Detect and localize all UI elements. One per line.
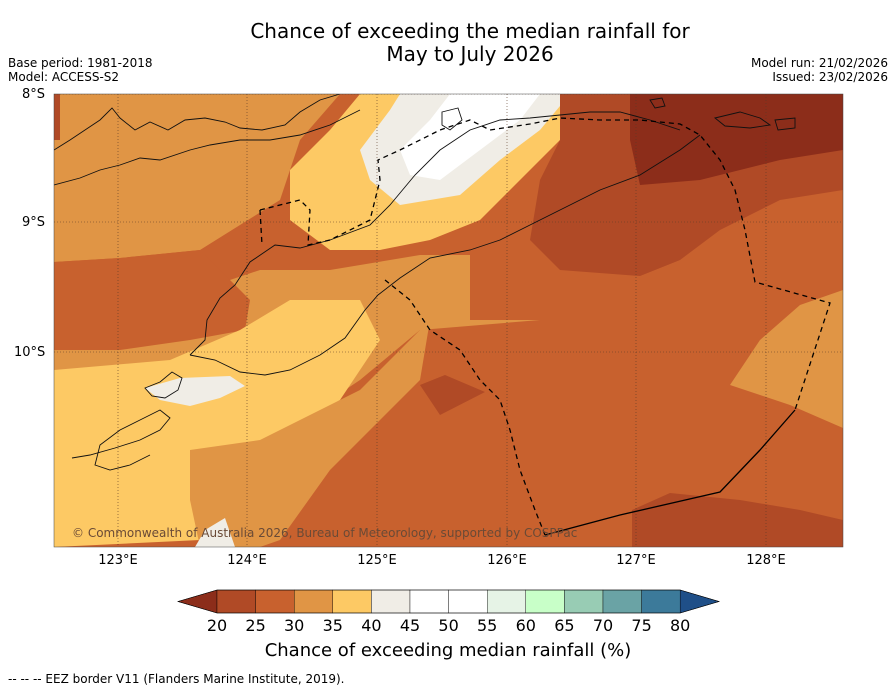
lon-label-124e: 124°E — [227, 553, 267, 568]
coast-sawu — [71, 409, 171, 471]
lat-label-9s: 9°S — [22, 215, 46, 230]
colorbar-tick-50: 50 — [438, 616, 459, 635]
coast-timor-south — [189, 134, 701, 376]
title-line-2: May to July 2026 — [386, 42, 554, 66]
coast-roti — [144, 371, 183, 399]
colorbar-cell-8 — [487, 589, 527, 614]
eez-dashed-north — [259, 117, 831, 411]
colorbar-tick-60: 60 — [515, 616, 536, 635]
colorbar-cell-10 — [564, 589, 604, 614]
coast-flores-south — [54, 109, 361, 186]
issued-date: Issued: 23/02/2026 — [772, 70, 888, 84]
region-30-35-se — [730, 290, 843, 428]
lat-label-8s: 8°S — [22, 87, 46, 102]
map-title: Chance of exceeding the median rainfall … — [0, 20, 896, 66]
colorbar-tick-40: 40 — [361, 616, 382, 635]
region-40-45-island — [145, 376, 245, 406]
colorbar-cell-11 — [602, 589, 642, 614]
colorbar-cell-12 — [641, 589, 681, 614]
model-run: Model run: 21/02/2026 — [750, 56, 888, 70]
colorbar-label: Chance of exceeding median rainfall (%) — [264, 640, 632, 661]
colorbar-cell-9 — [525, 589, 565, 614]
region-45-55-north — [400, 94, 540, 180]
colorbar-cell-0 — [177, 589, 218, 614]
colorbar-tick-55: 55 — [477, 616, 498, 635]
colorbar-cell-3 — [294, 589, 334, 614]
colorbar-tick-30: 30 — [284, 616, 305, 635]
coast-islet-1 — [649, 97, 666, 109]
region-40-45-south — [195, 518, 235, 547]
eez-footnote: -- -- -- EEZ border V11 (Flanders Marine… — [8, 672, 345, 686]
coast-atauro — [441, 107, 463, 131]
coast-timor-north — [189, 111, 681, 356]
coast-wetar — [714, 111, 772, 129]
map-frame — [53, 93, 844, 548]
colorbar-cell-4 — [332, 589, 372, 614]
colorbar-cell-5 — [371, 589, 411, 614]
title-line-1: Chance of exceeding the median rainfall … — [250, 19, 690, 43]
lon-label-127e: 127°E — [616, 553, 656, 568]
colorbar — [176, 589, 721, 614]
colorbar-tick-75: 75 — [631, 616, 652, 635]
lon-label-126e: 126°E — [487, 553, 527, 568]
colorbar-tick-80: 80 — [670, 616, 691, 635]
copyright-credit: © Commonwealth of Australia 2026, Bureau… — [72, 526, 578, 540]
colorbar-tick-25: 25 — [245, 616, 266, 635]
colorbar-cell-2 — [255, 589, 295, 614]
region-20-25-south — [632, 493, 843, 547]
colorbar-outline — [176, 589, 721, 614]
coast-flores-north — [54, 94, 341, 151]
colorbar-tick-65: 65 — [554, 616, 575, 635]
coast-islet-2 — [774, 117, 796, 131]
lon-label-125e: 125°E — [357, 553, 397, 568]
base-period: Base period: 1981-2018 — [8, 56, 153, 70]
colorbar-tick-45: 45 — [399, 616, 421, 635]
eez-dashed-west — [384, 279, 546, 536]
region-below-20-ne — [630, 94, 843, 185]
model-name: Model: ACCESS-S2 — [8, 70, 120, 84]
eez-solid-south — [544, 409, 796, 536]
region-30-35-north — [54, 94, 340, 262]
region-25-30-west — [54, 250, 250, 350]
colorbar-tick-70: 70 — [592, 616, 614, 635]
graticule — [54, 94, 843, 547]
colorbar-cell-13 — [680, 589, 720, 614]
colorbar-cell-6 — [409, 589, 449, 614]
region-20-25-centre — [420, 375, 485, 415]
coastlines — [54, 94, 796, 471]
region-35-40-south — [54, 300, 380, 547]
lat-label-10s: 10°S — [14, 345, 46, 360]
colorbar-cell-1 — [216, 589, 256, 614]
lon-label-123e: 123°E — [98, 553, 138, 568]
colorbar-tick-20: 20 — [206, 616, 228, 635]
colorbar-tick-35: 35 — [322, 616, 343, 635]
eez-border — [259, 117, 831, 536]
region-30-35-tongue — [190, 320, 430, 547]
eez-dashed-stub — [259, 209, 263, 246]
lon-label-128e: 128°E — [746, 553, 786, 568]
colorbar-cell-7 — [448, 589, 488, 614]
region-20-25-nw — [54, 94, 60, 140]
